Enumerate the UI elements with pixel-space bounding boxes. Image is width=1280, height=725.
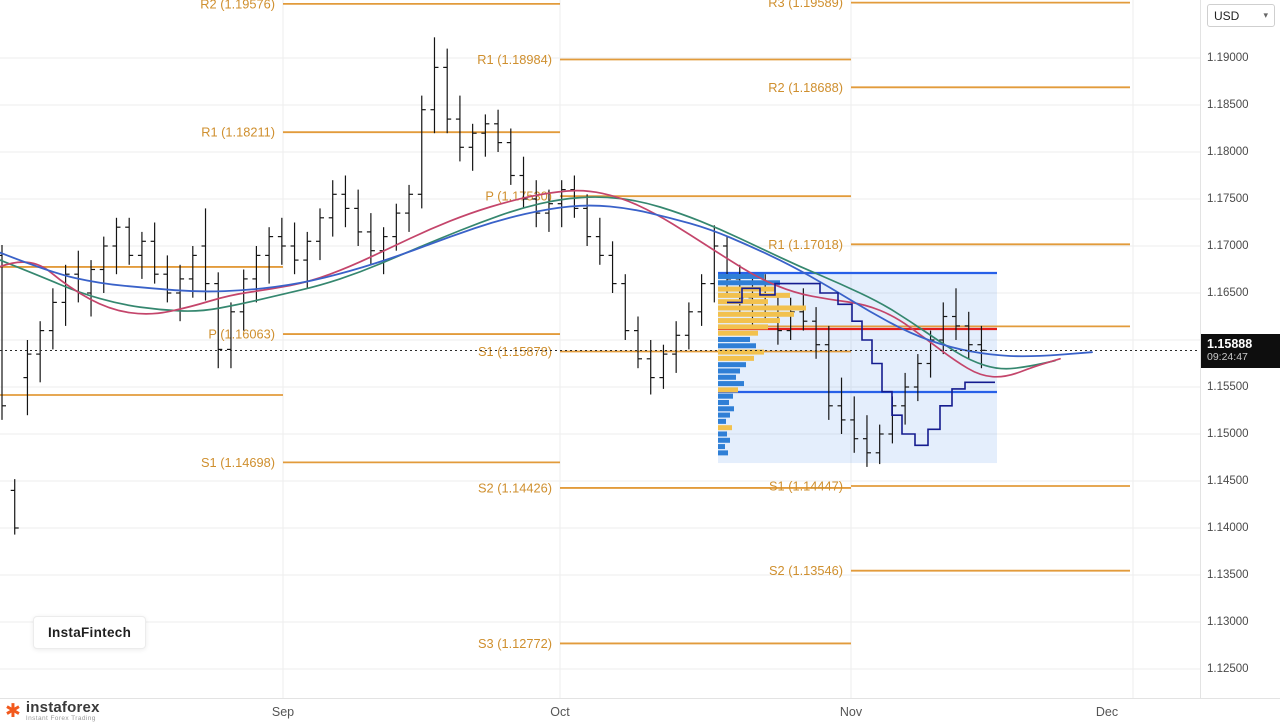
ma-blue bbox=[0, 204, 1093, 358]
month-label: Sep bbox=[271, 705, 295, 719]
price-tick-label: 1.13500 bbox=[1207, 568, 1249, 581]
brand-tagline: Instant Forex Trading bbox=[25, 715, 96, 722]
consolidation-box bbox=[718, 271, 997, 464]
month-label: Oct bbox=[550, 705, 570, 719]
instafintech-watermark: InstaFintech bbox=[33, 616, 147, 649]
svg-text:S3 (1.12772): S3 (1.12772) bbox=[478, 636, 552, 651]
svg-text:R3 (1.19589): R3 (1.19589) bbox=[768, 0, 843, 10]
price-axis[interactable]: 1.19000 1.18500 1.18000 1.17500 1.17000 1.165… bbox=[1200, 0, 1280, 698]
ohlc-bars bbox=[0, 37, 986, 535]
price-tick-label: 1.13000 bbox=[1207, 615, 1249, 628]
price-tick-label: 1.19000 bbox=[1207, 51, 1249, 64]
grid-lines bbox=[0, 0, 1200, 698]
price-tick-label: 1.15500 bbox=[1207, 380, 1249, 393]
svg-text:R2 (1.18688): R2 (1.18688) bbox=[768, 80, 843, 95]
price-tick-label: 1.14500 bbox=[1207, 474, 1249, 487]
svg-text:R1 (1.18211): R1 (1.18211) bbox=[201, 125, 275, 140]
time-axis[interactable]: Sep Oct Nov Dec ✱ instaforex Instant Forex … bbox=[0, 698, 1280, 725]
price-tick-label: 1.17000 bbox=[1207, 239, 1249, 252]
currency-selector-value: USD bbox=[1214, 8, 1240, 23]
current-price-value: 1.15888 bbox=[1207, 336, 1253, 351]
price-tick-label: 1.18000 bbox=[1207, 145, 1249, 158]
ma-red bbox=[0, 189, 1061, 378]
step-line bbox=[727, 282, 995, 447]
svg-text:S2 (1.14426): S2 (1.14426) bbox=[478, 480, 552, 495]
currency-selector[interactable]: USD ▾ bbox=[1207, 4, 1275, 27]
chevron-down-icon: ▾ bbox=[1263, 10, 1268, 20]
svg-text:R1 (1.17018): R1 (1.17018) bbox=[768, 237, 843, 252]
month-label: Dec bbox=[1095, 705, 1119, 719]
instaforex-star-icon: ✱ bbox=[5, 701, 21, 722]
price-tick-label: 1.18500 bbox=[1207, 98, 1249, 111]
svg-text:P (1.17530): P (1.17530) bbox=[485, 189, 552, 204]
brand-name: instaforex bbox=[25, 699, 100, 716]
month-label: Nov bbox=[839, 705, 863, 719]
svg-text:S1 (1.15878): S1 (1.15878) bbox=[478, 344, 552, 359]
price-chart[interactable]: R2 (1.19576) R3 (1.19589) R1 (1.18984) R2 (… bbox=[0, 0, 1200, 698]
svg-text:R2 (1.19576): R2 (1.19576) bbox=[200, 0, 275, 11]
price-tick-label: 1.16500 bbox=[1207, 286, 1249, 299]
svg-text:S1 (1.14447): S1 (1.14447) bbox=[769, 478, 843, 493]
svg-text:P (1.16063): P (1.16063) bbox=[208, 327, 275, 342]
instaforex-brand: ✱ instaforex Instant Forex Trading bbox=[5, 700, 100, 724]
price-tick-label: 1.15000 bbox=[1207, 427, 1249, 440]
current-price-badge: 1.15888 09:24:47 bbox=[1201, 333, 1280, 368]
watermark-text: InstaFintech bbox=[48, 625, 132, 640]
ma-green bbox=[0, 196, 1056, 370]
svg-text:S2 (1.13546): S2 (1.13546) bbox=[769, 563, 843, 578]
current-price-countdown: 09:24:47 bbox=[1207, 350, 1248, 363]
price-tick-label: 1.14000 bbox=[1207, 521, 1249, 534]
chart-canvas[interactable]: R2 (1.19576) R3 (1.19589) R1 (1.18984) R2 (… bbox=[0, 0, 1200, 698]
time-axis-labels: Sep Oct Nov Dec bbox=[0, 699, 1200, 725]
svg-text:S1 (1.14698): S1 (1.14698) bbox=[201, 455, 275, 470]
price-tick-label: 1.17500 bbox=[1207, 192, 1249, 205]
svg-text:R1 (1.18984): R1 (1.18984) bbox=[477, 52, 552, 67]
price-tick-label: 1.12500 bbox=[1207, 662, 1249, 675]
moving-averages bbox=[0, 189, 1093, 378]
